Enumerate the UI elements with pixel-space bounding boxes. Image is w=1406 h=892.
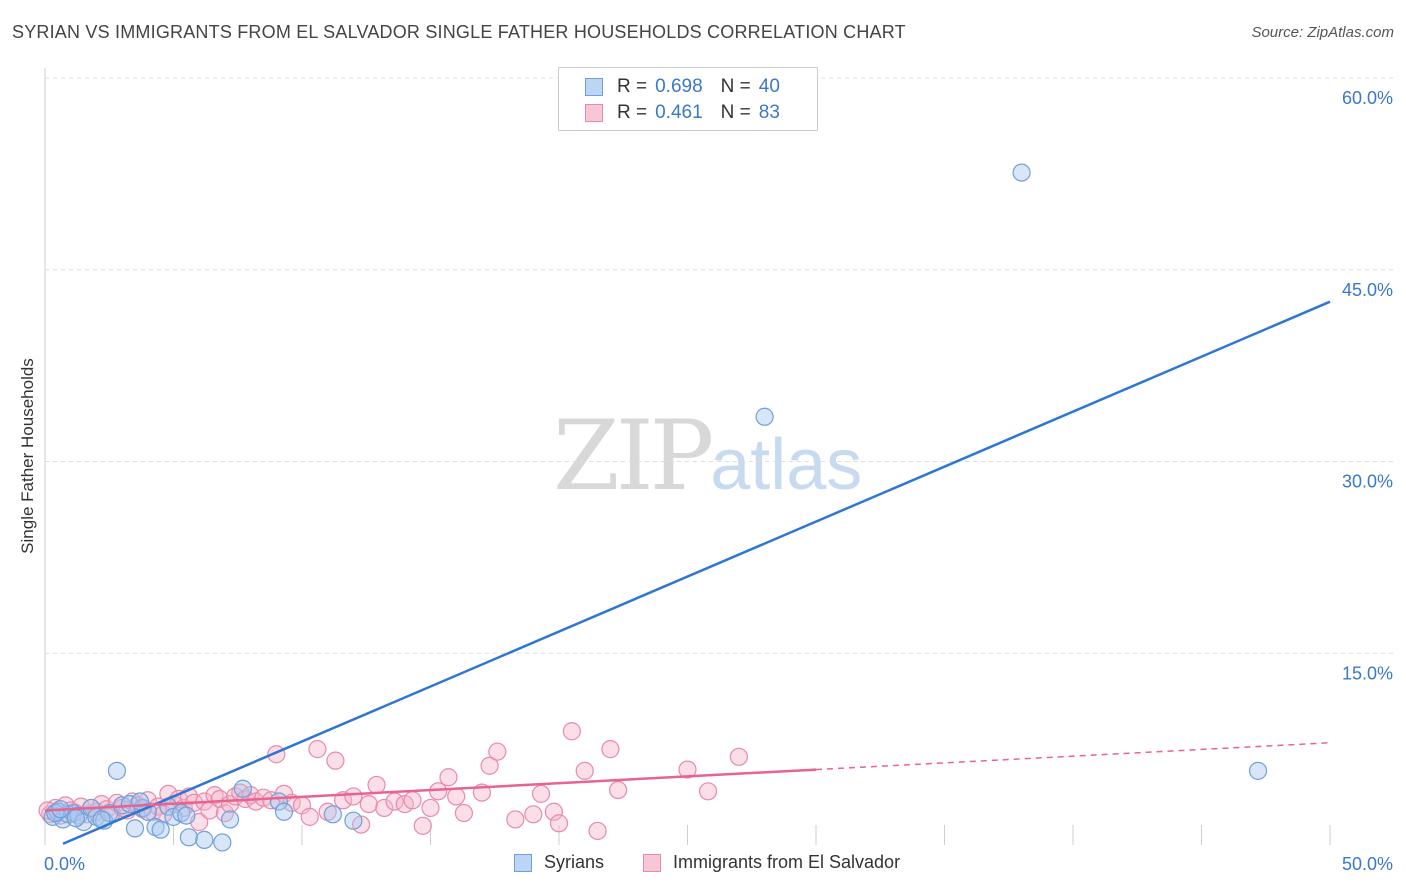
el-salvador-point bbox=[562, 722, 581, 741]
el-salvador-point bbox=[308, 740, 327, 759]
el-salvador-point bbox=[359, 794, 378, 814]
el-salvador-point bbox=[421, 798, 440, 818]
el-salvador-point bbox=[588, 821, 607, 841]
syrian-point bbox=[179, 828, 199, 847]
watermark-atlas: atlas bbox=[710, 425, 863, 505]
bottom-swatch-pink bbox=[643, 853, 661, 872]
legend-n-value: 40 bbox=[758, 76, 780, 97]
el-salvador-point bbox=[729, 747, 749, 766]
el-salvador-point bbox=[318, 802, 337, 821]
el-salvador-point bbox=[367, 775, 386, 795]
el-salvador-point bbox=[506, 810, 525, 829]
bottom-legend-el-salvador: Immigrants from El Salvador bbox=[643, 852, 900, 873]
legend-n-label: N = bbox=[720, 102, 751, 123]
bottom-swatch-blue bbox=[514, 853, 532, 872]
legend-r-value: 0.698 bbox=[655, 76, 703, 97]
el-salvador-point bbox=[454, 803, 474, 823]
el-salvador-point bbox=[447, 787, 466, 806]
el-salvador-point bbox=[375, 798, 394, 818]
el-salvador-point bbox=[609, 780, 628, 800]
chart-title: SYRIAN VS IMMIGRANTS FROM EL SALVADOR SI… bbox=[12, 22, 906, 42]
el-salvador-point bbox=[575, 761, 594, 780]
syrian-point bbox=[344, 811, 363, 830]
y-tick-label: 30.0% bbox=[1342, 472, 1393, 492]
legend-row-syrians: R = 0.698 N = 40 bbox=[585, 75, 780, 99]
source-label: Source: ZipAtlas.com bbox=[1251, 24, 1394, 41]
el-salvador-point bbox=[544, 802, 563, 821]
y-tick-label: 60.0% bbox=[1342, 88, 1393, 108]
legend-swatch-blue bbox=[585, 78, 603, 96]
el-salvador-point bbox=[524, 805, 543, 824]
el-salvador-point bbox=[429, 782, 448, 801]
bottom-legend-syrians: Syrians bbox=[514, 852, 604, 873]
syrian-point bbox=[151, 820, 170, 839]
syrian-point bbox=[220, 810, 240, 829]
el-salvador-point bbox=[549, 814, 569, 833]
x-tick-label: 50.0% bbox=[1342, 854, 1393, 874]
syrian-point bbox=[172, 803, 191, 823]
el-salvador-point bbox=[344, 787, 363, 806]
syrian-point bbox=[1248, 761, 1268, 780]
el-salvador-point bbox=[439, 768, 458, 787]
syrian-point bbox=[1012, 163, 1031, 182]
watermark: ZIPatlas bbox=[553, 400, 862, 512]
el-salvador-trend-extension bbox=[815, 741, 1331, 771]
watermark-zip: ZIP bbox=[553, 400, 714, 512]
x-tick-label: 0.0% bbox=[44, 854, 85, 874]
el-salvador-point bbox=[210, 789, 229, 809]
el-salvador-point bbox=[480, 756, 499, 775]
legend-r-label: R = bbox=[617, 102, 648, 123]
legend-r-value: 0.461 bbox=[655, 102, 703, 123]
legend-swatch-pink bbox=[585, 104, 603, 122]
legend-r-label: R = bbox=[617, 76, 648, 97]
syrian-point bbox=[195, 830, 214, 849]
y-tick-label: 15.0% bbox=[1342, 663, 1393, 683]
legend-n-value: 83 bbox=[758, 102, 780, 123]
el-salvador-point bbox=[678, 760, 697, 779]
syrian-point bbox=[755, 407, 774, 426]
legend-row-el-salvador: R = 0.461 N = 83 bbox=[585, 101, 780, 125]
syrian-point bbox=[125, 819, 145, 838]
el-salvador-trend-line bbox=[44, 768, 817, 812]
correlation-legend: R = 0.698 N = 40 R = 0.461 N = 83 bbox=[558, 67, 818, 131]
el-salvador-point bbox=[531, 784, 551, 803]
bottom-legend-label: Syrians bbox=[544, 852, 605, 872]
syrian-trend-line bbox=[62, 300, 1331, 845]
syrian-point bbox=[107, 761, 127, 780]
el-salvador-point bbox=[413, 816, 432, 835]
syrian-point bbox=[213, 833, 232, 852]
el-salvador-point bbox=[698, 782, 718, 801]
legend-n-label: N = bbox=[720, 76, 751, 97]
syrian-point bbox=[66, 809, 85, 828]
el-salvador-point bbox=[403, 791, 422, 810]
el-salvador-point bbox=[488, 742, 507, 761]
syrian-point bbox=[146, 818, 165, 837]
syrian-point bbox=[177, 806, 196, 825]
syrian-point bbox=[274, 802, 294, 821]
el-salvador-point bbox=[300, 807, 319, 826]
syrian-point bbox=[233, 779, 252, 798]
bottom-legend-label: Immigrants from El Salvador bbox=[673, 852, 901, 872]
y-tick-label: 45.0% bbox=[1342, 280, 1393, 300]
el-salvador-point bbox=[326, 751, 345, 770]
syrian-point bbox=[323, 805, 342, 824]
el-salvador-point bbox=[601, 740, 620, 759]
